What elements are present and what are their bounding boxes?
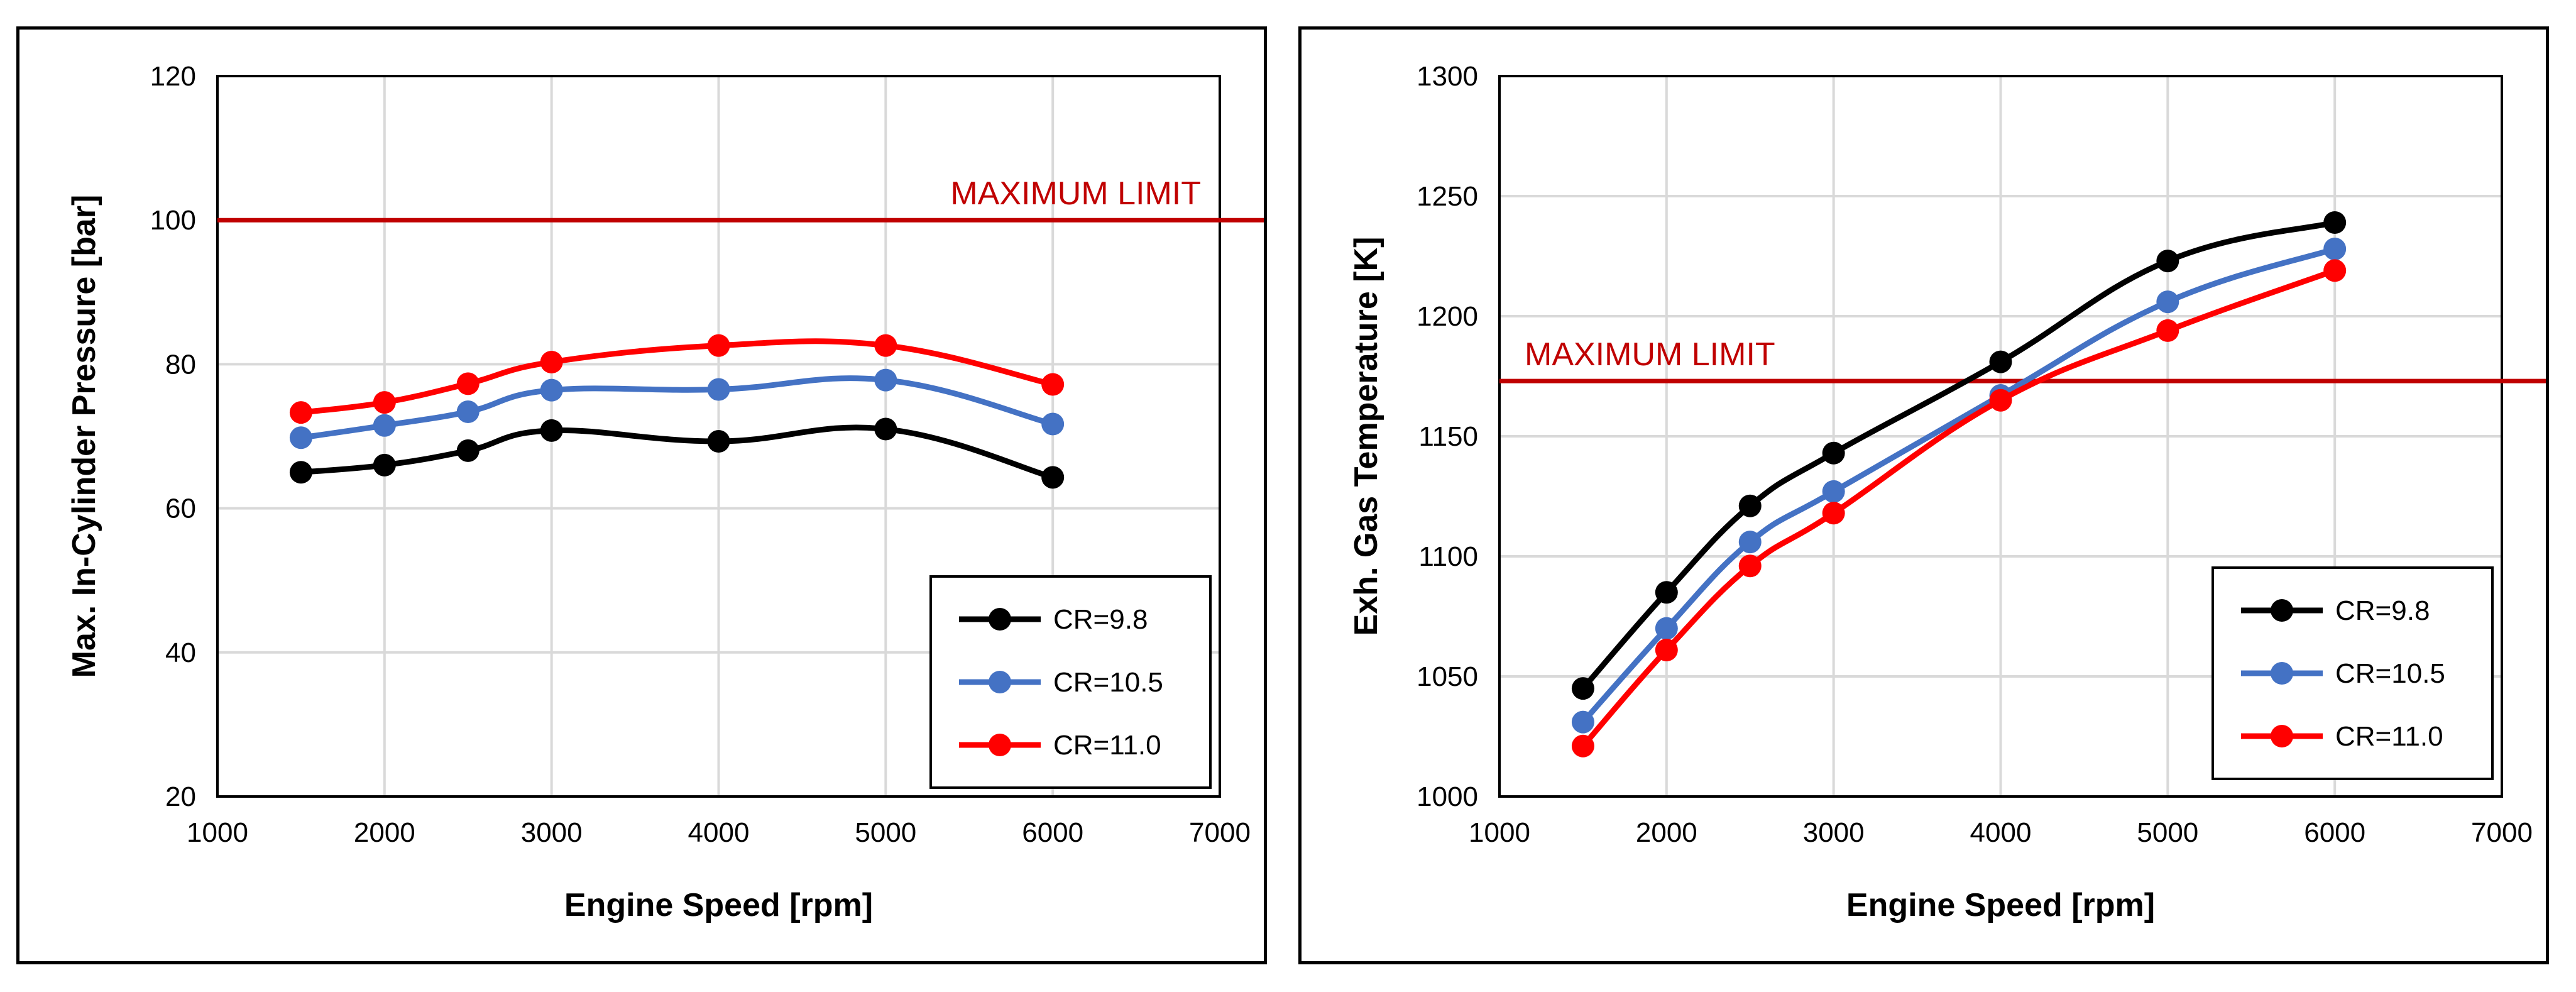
y-tick-label: 1250: [1417, 181, 1478, 212]
data-point-CR=11.0-2500: [456, 372, 480, 395]
y-tick-label: 1050: [1417, 661, 1478, 692]
data-point-CR=9.8-1500: [289, 461, 312, 484]
x-tick-label: 2000: [1636, 817, 1697, 848]
plot-area-frame: [1498, 75, 2503, 798]
legend-box: [2212, 566, 2494, 780]
data-point-CR=10.5-2500: [1738, 531, 1762, 554]
data-point-CR=9.8-6000: [1041, 466, 1065, 489]
data-point-CR=11.0-4000: [1989, 389, 2012, 412]
x-axis-title: Engine Speed [rpm]: [1846, 887, 2155, 923]
data-point-CR=9.8-2500: [1738, 494, 1762, 517]
y-tick-label: 20: [165, 781, 196, 812]
series-line-CR=11.0: [300, 338, 1054, 416]
legend-swatch-marker: [989, 608, 1011, 631]
chart-svg-1: 1000 2000 3000 4000 5000 6000 7000 1000 1050 1100…: [1348, 61, 2546, 923]
data-point-CR=11.0-2000: [373, 391, 396, 414]
data-point-CR=9.8-6000: [2323, 211, 2347, 234]
data-point-CR=11.0-2500: [1738, 554, 1762, 578]
data-point-CR=11.0-5000: [874, 334, 897, 357]
data-point-CR=11.0-3000: [540, 350, 563, 373]
data-point-CR=10.5-1500: [289, 426, 312, 449]
data-point-CR=9.8-1500: [1571, 677, 1594, 700]
data-point-CR=11.0-4000: [707, 334, 730, 357]
data-point-CR=9.8-4000: [707, 430, 730, 453]
legend-label: CR=9.8: [1053, 604, 1148, 635]
data-point-CR=10.5-6000: [2323, 238, 2347, 261]
legend-label: CR=10.5: [2335, 658, 2445, 689]
data-point-CR=11.0-3000: [1822, 502, 1845, 525]
data-point-CR=11.0-6000: [2323, 259, 2347, 282]
legend-swatch-marker: [989, 671, 1011, 693]
legend-label: CR=11.0: [2335, 721, 2443, 752]
data-point-CR=10.5-2000: [1655, 617, 1678, 640]
data-point-CR=9.8-2000: [1655, 581, 1678, 604]
y-tick-label: 1150: [1418, 421, 1478, 452]
legend-label: CR=10.5: [1053, 667, 1163, 698]
x-tick-label: 5000: [855, 817, 916, 848]
data-point-CR=10.5-5000: [2156, 290, 2179, 314]
chart-svg-0: 1000 2000 3000 4000 5000 6000 7000 20 40 60 80 100 1…: [66, 61, 1264, 923]
data-point-CR=10.5-2000: [373, 414, 396, 437]
data-point-CR=9.8-4000: [1989, 350, 2012, 373]
y-tick-label: 1200: [1417, 301, 1478, 332]
legend-label: CR=11.0: [1053, 730, 1161, 761]
x-tick-label: 4000: [688, 817, 750, 848]
x-tick-label: 5000: [2137, 817, 2198, 848]
series-line-CR=9.8: [300, 424, 1054, 480]
y-tick-label: 1100: [1418, 541, 1478, 572]
data-point-CR=10.5-3000: [1822, 480, 1845, 503]
legend-swatch-marker: [2271, 599, 2293, 622]
plot-area-frame: [216, 75, 1221, 798]
x-tick-label: 7000: [2471, 817, 2533, 848]
data-point-CR=11.0-2000: [1655, 638, 1678, 661]
y-tick-label: 60: [165, 493, 196, 524]
data-point-CR=9.8-5000: [874, 417, 897, 441]
data-point-CR=11.0-6000: [1041, 373, 1065, 396]
x-tick-label: 3000: [1803, 817, 1865, 848]
x-tick-label: 1000: [187, 817, 248, 848]
data-point-CR=11.0-1500: [289, 401, 312, 424]
x-tick-label: 1000: [1469, 817, 1530, 848]
data-point-CR=10.5-3000: [540, 378, 563, 402]
x-tick-label: 3000: [521, 817, 583, 848]
x-tick-label: 4000: [1970, 817, 2032, 848]
chart-panel-max-pressure: 1000 2000 3000 4000 5000 6000 7000 20 40 60 80 100 1…: [16, 26, 1267, 964]
y-tick-label: 100: [150, 205, 196, 236]
y-tick-label: 80: [165, 349, 196, 380]
legend-label: CR=9.8: [2335, 595, 2430, 626]
x-tick-label: 6000: [1022, 817, 1083, 848]
data-point-CR=9.8-3000: [1822, 441, 1845, 465]
data-point-CR=10.5-2500: [456, 400, 480, 424]
series-line-CR=10.5: [300, 375, 1054, 441]
legend-swatch-marker: [989, 734, 1011, 756]
y-tick-label: 120: [150, 61, 196, 92]
x-tick-label: 7000: [1189, 817, 1251, 848]
data-point-CR=9.8-3000: [540, 419, 563, 442]
x-tick-label: 2000: [354, 817, 415, 848]
y-tick-label: 40: [165, 637, 196, 668]
legend-swatch-marker: [2271, 662, 2293, 685]
maximum-limit-label: MAXIMUM LIMIT: [950, 175, 1201, 212]
data-point-CR=11.0-1500: [1571, 734, 1594, 758]
data-point-CR=9.8-5000: [2156, 250, 2179, 273]
data-point-CR=9.8-2000: [373, 453, 396, 477]
data-point-CR=10.5-4000: [707, 378, 730, 401]
x-axis-title: Engine Speed [rpm]: [564, 887, 873, 923]
y-axis-title-pressure: Max. In-Cylinder Pressure [bar]: [66, 195, 102, 678]
data-point-CR=10.5-1500: [1571, 710, 1594, 734]
chart-panel-exhaust-temperature: 1000 2000 3000 4000 5000 6000 7000 1000 1050 1100…: [1298, 26, 2549, 964]
maximum-limit-label: MAXIMUM LIMIT: [1525, 336, 1775, 373]
legend-swatch-marker: [2271, 725, 2293, 747]
x-tick-label: 6000: [2304, 817, 2365, 848]
y-tick-label: 1000: [1417, 781, 1478, 812]
y-axis-title-temperature: Exh. Gas Temperature [K]: [1348, 237, 1384, 636]
data-point-CR=11.0-5000: [2156, 319, 2179, 342]
y-tick-label: 1300: [1417, 61, 1478, 92]
data-point-CR=9.8-2500: [456, 439, 480, 462]
data-point-CR=10.5-5000: [874, 368, 897, 392]
data-point-CR=10.5-6000: [1041, 412, 1065, 436]
